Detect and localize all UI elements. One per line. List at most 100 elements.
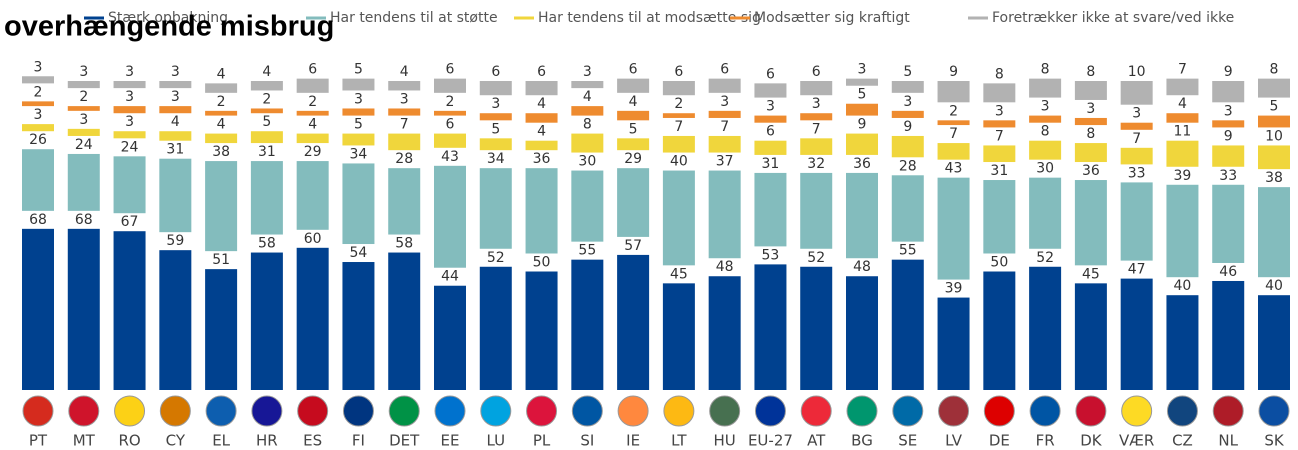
flag — [846, 395, 878, 427]
data-label: 4 — [583, 89, 592, 105]
bar-segment — [342, 133, 375, 146]
bar-segment — [1074, 81, 1107, 100]
x-tick-label: NL — [1218, 432, 1238, 450]
bar-segment — [205, 161, 238, 252]
data-label: 4 — [262, 64, 271, 80]
bar-segment — [800, 81, 833, 96]
data-label: 3 — [354, 91, 363, 107]
bar-segment — [662, 113, 695, 118]
bar-segment — [434, 133, 466, 148]
bar-segment — [113, 81, 146, 89]
bar-segment — [205, 133, 238, 144]
data-label: 29 — [304, 144, 322, 160]
data-label: 6 — [674, 64, 683, 80]
data-label: 45 — [1082, 266, 1100, 282]
bar-segment — [571, 133, 604, 153]
bar-segment — [662, 170, 695, 266]
bar-segment — [662, 81, 695, 96]
flags: PT MT RO CY EL HR ES FI DET EE LU PL SI IE LT HU EU-27 AT… — [22, 395, 1290, 450]
data-label: 3 — [1086, 101, 1095, 117]
bar-segment — [983, 120, 1016, 128]
bar-segment — [1029, 266, 1062, 390]
bar-segment — [1258, 78, 1290, 98]
bar-segment — [846, 103, 878, 116]
x-tick-label: RO — [118, 432, 140, 450]
bar-segment — [67, 153, 100, 211]
flag — [571, 395, 603, 427]
bar-segment — [296, 78, 329, 93]
flag — [892, 395, 924, 427]
bar-segment — [708, 170, 741, 259]
data-label: 2 — [446, 94, 455, 110]
bar-segment — [1029, 177, 1062, 249]
data-label: 11 — [1174, 124, 1192, 140]
bar-segment — [708, 110, 741, 118]
bar-segment — [434, 165, 466, 268]
data-label: 31 — [990, 163, 1008, 179]
data-label: 7 — [720, 119, 729, 135]
data-label: 5 — [858, 87, 867, 103]
data-label: 5 — [354, 117, 363, 133]
bar-segment — [113, 131, 146, 139]
bar-segment — [846, 172, 878, 259]
flag — [983, 395, 1015, 427]
data-label: 28 — [395, 151, 413, 167]
data-label: 5 — [354, 62, 363, 78]
x-tick-label: ES — [303, 432, 322, 450]
data-label: 51 — [212, 252, 230, 268]
bar-segment — [250, 252, 283, 390]
data-label: 58 — [395, 236, 413, 252]
data-label: 7 — [995, 128, 1004, 144]
bar-segment — [22, 76, 54, 84]
bar-segment — [1166, 78, 1199, 96]
flag — [480, 395, 512, 427]
data-label: 24 — [121, 139, 139, 155]
bar-segment — [525, 168, 558, 254]
data-label: 55 — [899, 243, 917, 259]
bar-segment — [1120, 147, 1153, 165]
bar-segment — [388, 81, 421, 91]
x-tick-label: HU — [714, 432, 736, 450]
bar-segment — [891, 110, 924, 118]
bar-segment — [1074, 180, 1107, 266]
data-label: 8 — [1270, 62, 1279, 78]
data-label: 8 — [583, 117, 592, 133]
data-label: 5 — [491, 121, 500, 137]
bar-segment — [662, 135, 695, 153]
data-label: 3 — [1132, 106, 1141, 122]
bar-segment — [434, 285, 466, 390]
data-label: 55 — [578, 243, 596, 259]
data-label: 7 — [812, 121, 821, 137]
x-tick-label: EL — [212, 432, 230, 450]
bar-segment — [525, 113, 558, 123]
data-label: 8 — [995, 66, 1004, 82]
data-label: 60 — [304, 231, 322, 247]
bar-segment — [296, 247, 329, 390]
data-label: 34 — [487, 151, 505, 167]
bar-segment — [571, 170, 604, 242]
bar-segment — [388, 168, 421, 235]
bar-segment — [388, 133, 421, 151]
data-label: 3 — [903, 94, 912, 110]
data-label: 24 — [75, 137, 93, 153]
legend-label: Modsætter sig kraftigt — [754, 10, 910, 26]
data-label: 36 — [853, 156, 871, 172]
bar-segment — [937, 120, 970, 126]
bar-segment — [1212, 120, 1245, 128]
flag — [22, 395, 54, 427]
flag — [1075, 395, 1107, 427]
bar-segment — [754, 140, 787, 155]
chart-title: overhængende misbrug — [4, 11, 334, 43]
bar-segment — [891, 259, 924, 390]
data-label: 4 — [1178, 96, 1187, 112]
bar-segment — [983, 180, 1016, 254]
flag — [159, 395, 191, 427]
bar-segment — [1074, 117, 1107, 126]
data-label: 6 — [446, 62, 455, 78]
bar-segment — [388, 108, 421, 116]
flag — [1258, 395, 1290, 427]
flag — [205, 395, 237, 427]
bar-segment — [434, 110, 466, 116]
bar-segment — [708, 135, 741, 153]
x-tick-label: IE — [626, 432, 640, 450]
